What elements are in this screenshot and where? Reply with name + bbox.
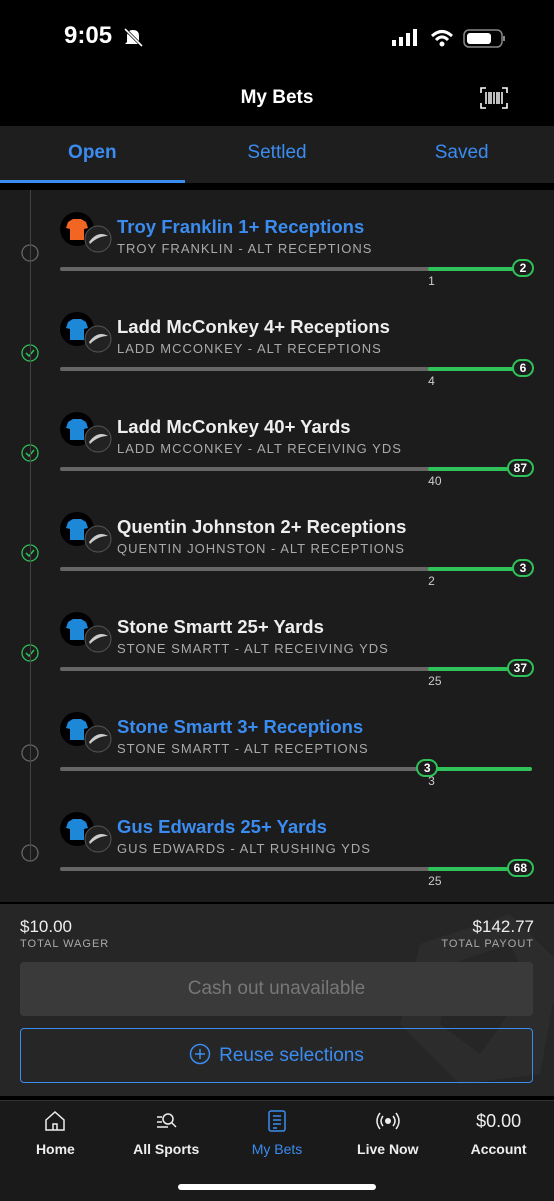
leg-subtitle: STONE SMARTT - ALT RECEPTIONS (117, 741, 369, 756)
progress-fill (428, 367, 532, 371)
total-wager-label: TOTAL WAGER (20, 938, 110, 950)
nav-icon (45, 1110, 66, 1131)
bet-leg: Gus Edwards 25+ Yards GUS EDWARDS - ALT R… (0, 800, 554, 900)
player-avatar (60, 212, 112, 253)
current-bubble: 37 (506, 659, 534, 677)
nav-icon (268, 1110, 286, 1132)
status-bar: 9:05 (0, 0, 554, 75)
player-avatar (60, 412, 112, 453)
leg-subtitle: TROY FRANKLIN - ALT RECEPTIONS (117, 241, 373, 256)
target-label: 25 (428, 674, 442, 688)
bet-summary: $10.00 TOTAL WAGER $142.77 TOTAL PAYOUT … (0, 904, 554, 1096)
nav-label: All Sports (133, 1141, 200, 1157)
progress-fill (428, 467, 532, 471)
bet-leg: Quentin Johnston 2+ Receptions QUENTIN JO… (0, 500, 554, 600)
clock: 9:05 (64, 22, 113, 49)
nav-label: My Bets (251, 1141, 303, 1157)
current-bubble: 87 (506, 459, 534, 477)
tab[interactable]: Saved (434, 142, 489, 163)
progress-track (60, 867, 532, 871)
current-bubble: 3 (512, 559, 534, 577)
tab[interactable]: Open (0, 126, 185, 183)
leg-subtitle: QUENTIN JOHNSTON - ALT RECEPTIONS (117, 541, 405, 556)
nav-label: Account (470, 1141, 527, 1157)
progress-track (60, 467, 532, 471)
bet-leg: Stone Smartt 3+ Receptions STONE SMARTT -… (0, 700, 554, 800)
nav-item[interactable]: Live Now (332, 1101, 443, 1201)
total-wager: $10.00 (20, 917, 72, 936)
player-avatar (60, 512, 112, 553)
nav-icon (157, 1113, 177, 1128)
target-label: 2 (428, 574, 435, 588)
leg-title: Troy Franklin 1+ Receptions (117, 216, 365, 237)
progress-fill (428, 567, 532, 571)
progress-track (60, 667, 532, 671)
player-avatar (60, 812, 112, 853)
current-bubble: 2 (512, 259, 534, 277)
home-indicator (178, 1184, 376, 1190)
reuse-label: Reuse selections (219, 1045, 364, 1066)
progress-track (60, 567, 532, 571)
target-label: 1 (428, 274, 435, 288)
status-icons (392, 29, 505, 48)
leg-title: Ladd McConkey 4+ Receptions (117, 316, 390, 337)
bet-leg: Ladd McConkey 4+ Receptions LADD MCCONKEY… (0, 300, 554, 400)
total-payout-label: TOTAL PAYOUT (441, 938, 534, 950)
nav-label: Live Now (357, 1141, 419, 1157)
progress-fill (428, 767, 532, 771)
progress-fill (428, 867, 532, 871)
leg-title: Stone Smartt 3+ Receptions (117, 716, 364, 737)
current-bubble: 68 (506, 859, 534, 877)
target-label: 3 (428, 774, 435, 788)
leg-subtitle: LADD MCCONKEY - ALT RECEIVING YDS (117, 441, 402, 456)
current-bubble: 3 (416, 759, 439, 777)
player-avatar (60, 612, 112, 653)
header: My Bets (0, 75, 554, 126)
nav-item[interactable]: All Sports (111, 1101, 222, 1201)
player-avatar (60, 312, 112, 353)
target-label: 4 (428, 374, 435, 388)
progress-fill (428, 667, 532, 671)
progress-track (60, 767, 532, 771)
reuse-button[interactable]: Reuse selections (20, 1028, 533, 1083)
tab-bar: Open Settled Saved (0, 126, 554, 183)
leg-subtitle: STONE SMARTT - ALT RECEIVING YDS (117, 641, 389, 656)
leg-title: Quentin Johnston 2+ Receptions (117, 516, 407, 537)
target-label: 40 (428, 474, 442, 488)
progress-track (60, 367, 532, 371)
timeline-rail (30, 190, 31, 860)
total-payout: $142.77 (472, 917, 534, 936)
mute-icon (123, 27, 144, 48)
leg-subtitle: GUS EDWARDS - ALT RUSHING YDS (117, 841, 371, 856)
player-avatar (60, 712, 112, 753)
bet-leg: Ladd McConkey 40+ Yards LADD MCCONKEY - A… (0, 400, 554, 500)
page-title: My Bets (240, 87, 314, 108)
bet-leg: Stone Smartt 25+ Yards STONE SMARTT - ALT… (0, 600, 554, 700)
leg-title: Gus Edwards 25+ Yards (117, 816, 327, 837)
leg-title: Stone Smartt 25+ Yards (117, 616, 324, 637)
bet-legs: Troy Franklin 1+ Receptions TROY FRANKLIN… (0, 190, 554, 902)
nav-label: Home (35, 1141, 75, 1157)
leg-subtitle: LADD MCCONKEY - ALT RECEPTIONS (117, 341, 382, 356)
nav-item[interactable]: My Bets (222, 1101, 333, 1201)
nav-icon (376, 1112, 400, 1130)
barcode-button[interactable] (480, 87, 508, 109)
nav-item[interactable]: $0.00 Account (443, 1101, 554, 1201)
bet-leg: Troy Franklin 1+ Receptions TROY FRANKLIN… (0, 200, 554, 300)
progress-track (60, 267, 532, 271)
cash-out-button: Cash out unavailable (20, 962, 533, 1016)
nav-item[interactable]: Home (0, 1101, 111, 1201)
plus-icon (189, 1043, 211, 1065)
tab[interactable]: Settled (247, 142, 307, 163)
target-label: 25 (428, 874, 442, 888)
progress-fill (428, 267, 532, 271)
nav-balance: $0.00 (476, 1111, 522, 1131)
current-bubble: 6 (512, 359, 534, 377)
leg-title: Ladd McConkey 40+ Yards (117, 416, 351, 437)
